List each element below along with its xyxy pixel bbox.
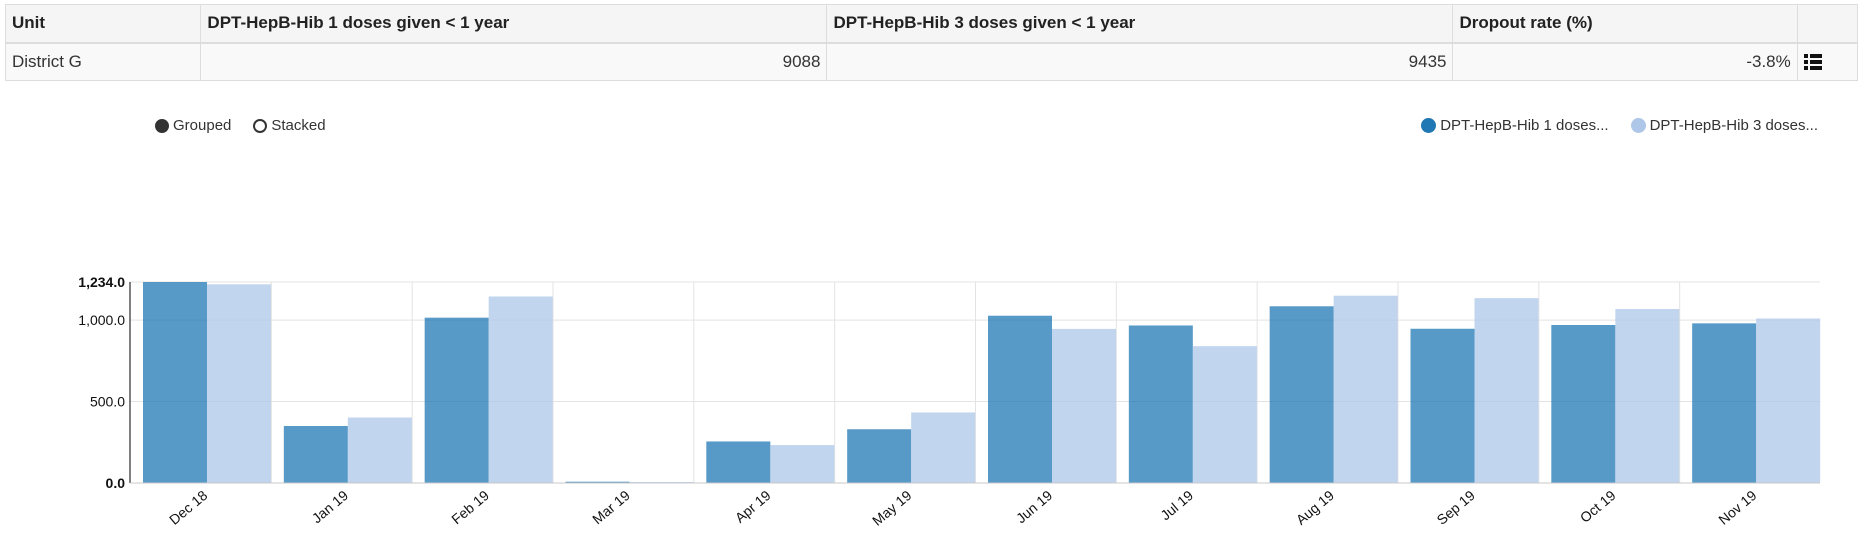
bar-dose3 — [1756, 318, 1821, 483]
x-tick-label: Jun 19 — [1013, 487, 1056, 526]
header-actions — [1796, 4, 1859, 44]
y-tick-label: 1,234.0 — [78, 274, 125, 290]
bar-dose1 — [847, 429, 912, 483]
x-tick-label: May 19 — [869, 487, 915, 529]
x-tick-label: Apr 19 — [732, 487, 774, 526]
x-tick-label: Sep 19 — [1434, 487, 1478, 528]
bar-dose3 — [1615, 309, 1680, 483]
x-tick-label: Jan 19 — [309, 487, 352, 526]
bar-dose3 — [1333, 295, 1398, 483]
x-tick-label: Oct 19 — [1577, 487, 1619, 526]
grouped-radio-icon — [155, 118, 169, 133]
stacked-radio-icon — [253, 118, 268, 133]
bar-dose1 — [283, 425, 348, 483]
x-tick-label: Dec 18 — [166, 487, 210, 528]
y-tick-label: 500.0 — [90, 394, 125, 410]
legend-label-dose3: DPT-HepB-Hib 3 doses... — [1649, 117, 1818, 134]
bar-dose3 — [207, 284, 271, 483]
bar-dose3 — [488, 296, 553, 483]
grouped-option[interactable]: Grouped — [155, 117, 231, 134]
bar-dose1 — [1692, 323, 1757, 483]
bar-dose1 — [706, 441, 771, 483]
chart-mode-toggle: Grouped Stacked — [155, 117, 348, 134]
bar-dose3 — [770, 445, 835, 483]
legend-label-dose1: DPT-HepB-Hib 1 doses... — [1440, 117, 1609, 134]
bar-dose1 — [988, 315, 1052, 483]
x-tick-label: Aug 19 — [1293, 487, 1337, 528]
bar-dose3 — [347, 417, 412, 483]
bar-dose1 — [1551, 325, 1616, 483]
list-icon[interactable] — [1803, 54, 1822, 71]
bar-dose1 — [1410, 328, 1475, 483]
y-tick-label: 0.0 — [106, 475, 126, 491]
table-row: District G 9088 9435 -3.8% — [4, 42, 1859, 81]
header-dose1[interactable]: DPT-HepB-Hib 1 doses given < 1 year — [200, 4, 828, 44]
bar-dose3 — [1192, 346, 1257, 483]
stacked-option[interactable]: Stacked — [253, 117, 326, 134]
grouped-label: Grouped — [173, 117, 232, 134]
cell-dropout: -3.8% — [1452, 42, 1798, 81]
legend-dot-dose3 — [1630, 118, 1646, 133]
bar-dose1 — [1128, 325, 1193, 483]
table-header-row: Unit DPT-HepB-Hib 1 doses given < 1 year… — [4, 4, 1859, 44]
cell-dose1: 9088 — [200, 42, 828, 81]
stacked-label: Stacked — [271, 117, 326, 134]
chart-legend: DPT-HepB-Hib 1 doses... DPT-HepB-Hib 3 d… — [1399, 117, 1818, 134]
header-unit[interactable]: Unit — [4, 4, 202, 44]
x-tick-label: Jul 19 — [1157, 487, 1196, 523]
legend-item-dose1[interactable]: DPT-HepB-Hib 1 doses... — [1421, 117, 1609, 134]
bar-dose3 — [911, 412, 976, 483]
bar-dose1 — [424, 317, 489, 483]
bar-dose1 — [1269, 306, 1334, 483]
x-tick-label: Nov 19 — [1715, 487, 1759, 528]
x-tick-label: Feb 19 — [448, 487, 492, 527]
cell-actions — [1796, 42, 1859, 81]
data-table: Unit DPT-HepB-Hib 1 doses given < 1 year… — [4, 4, 1859, 81]
header-dose3[interactable]: DPT-HepB-Hib 3 doses given < 1 year — [826, 4, 1454, 44]
bar-dose3 — [1474, 298, 1539, 483]
y-tick-label: 1,000.0 — [78, 312, 125, 328]
bar-dose1 — [565, 481, 630, 483]
legend-item-dose3[interactable]: DPT-HepB-Hib 3 doses... — [1630, 117, 1818, 134]
cell-unit: District G — [4, 42, 202, 81]
bar-dose3 — [1052, 328, 1116, 483]
header-dropout[interactable]: Dropout rate (%) — [1452, 4, 1798, 44]
legend-dot-dose1 — [1421, 118, 1437, 133]
x-tick-label: Mar 19 — [589, 487, 633, 527]
bar-dose1 — [143, 282, 207, 483]
